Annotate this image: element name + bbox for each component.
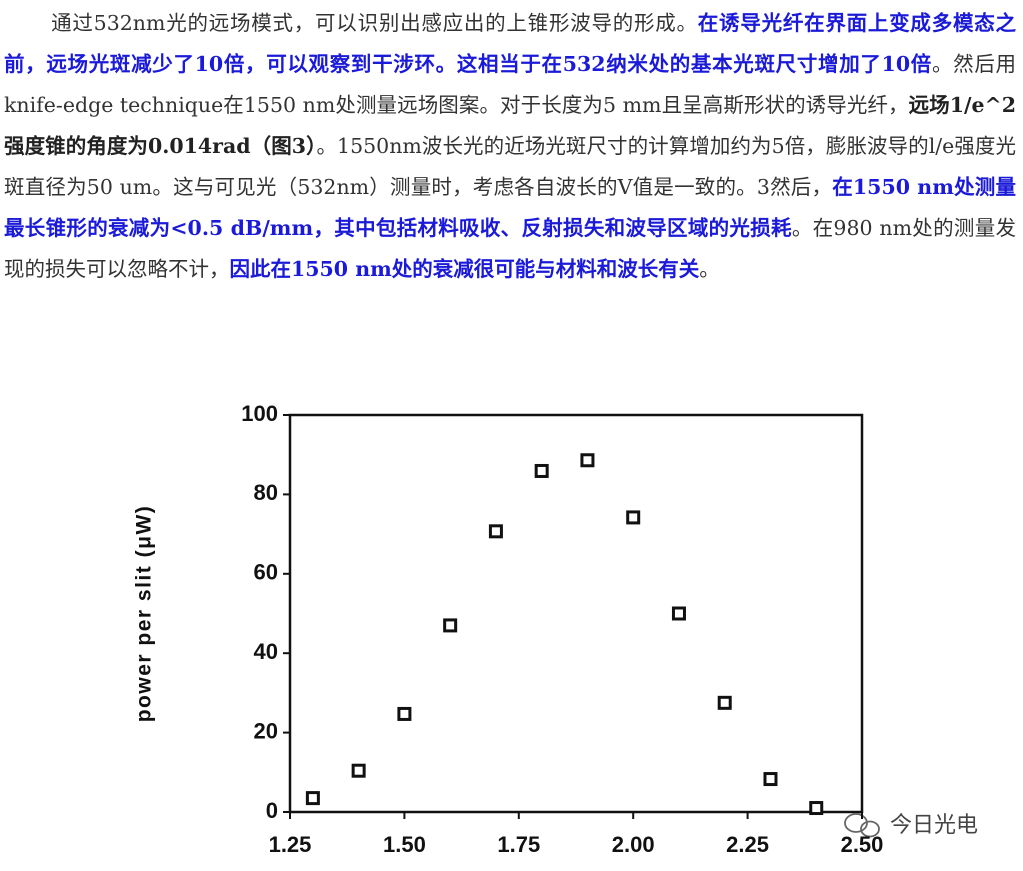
text-segment: 在1550 nm处测量最长锥形的衰减为<0.5 dB/mm，其中包括材料吸收、反… [4,175,1017,240]
x-tick-label: 2.25 [726,832,769,857]
marker [717,695,732,710]
plot-frame [288,413,864,814]
y-axis-label: power per slit (μW) [133,505,156,723]
marker [671,606,686,621]
x-tick-label: 2.00 [612,832,655,857]
text-segment: 。在980 nm处的测量发现的损失可以忽略不计， [4,216,1016,281]
y-tick-label: 60 [254,560,278,585]
x-tick-label: 1.25 [269,832,312,857]
marker [534,463,549,478]
marker [305,791,320,806]
y-tick-label: 20 [254,718,278,743]
marker [397,706,412,721]
text-segment: 在诱导光纤在界面上变成多模态之前，远场光斑减少了10倍，可以观察到干涉环。这相当… [4,11,1016,76]
y-tick-label: 100 [241,401,278,426]
x-tick-label: 2.50 [841,832,884,857]
text-segment: 。然后用knife-edge technique在1550 nm处测量远场图案。… [4,52,1016,117]
x-tick-label: 1.50 [383,832,426,857]
text-segment: 因此在1550 nm处的衰减很可能与材料和波长有关 [229,257,700,281]
x-tick-label: 1.75 [497,832,540,857]
y-tick-label: 40 [254,639,278,664]
y-tick-label: 80 [254,480,278,505]
y-tick-label: 0 [266,798,278,823]
watermark-icon [844,813,880,838]
watermark: 今日光电 [890,813,978,838]
marker [809,801,824,816]
marker [626,510,641,525]
text-segment: 。1550nm波长光的近场光斑尺寸的计算增加约为5倍，膨胀波导的l/e强度光斑直… [4,134,1017,199]
marker [763,772,778,787]
text-segment: 远场1/e^2强度锥的角度为0.014rad（图3） [4,93,1016,158]
marker [580,453,595,468]
text-segment: 。 [699,257,720,281]
paragraph: 通过532nm光的远场模式，可以识别出感应出的上锥形波导的形成。在诱导光纤在界面… [4,3,1016,290]
text-segment: 通过532nm光的远场模式，可以识别出感应出的上锥形波导的形成。 [51,11,698,35]
marker [351,763,366,778]
marker [488,524,503,539]
marker [443,618,458,633]
